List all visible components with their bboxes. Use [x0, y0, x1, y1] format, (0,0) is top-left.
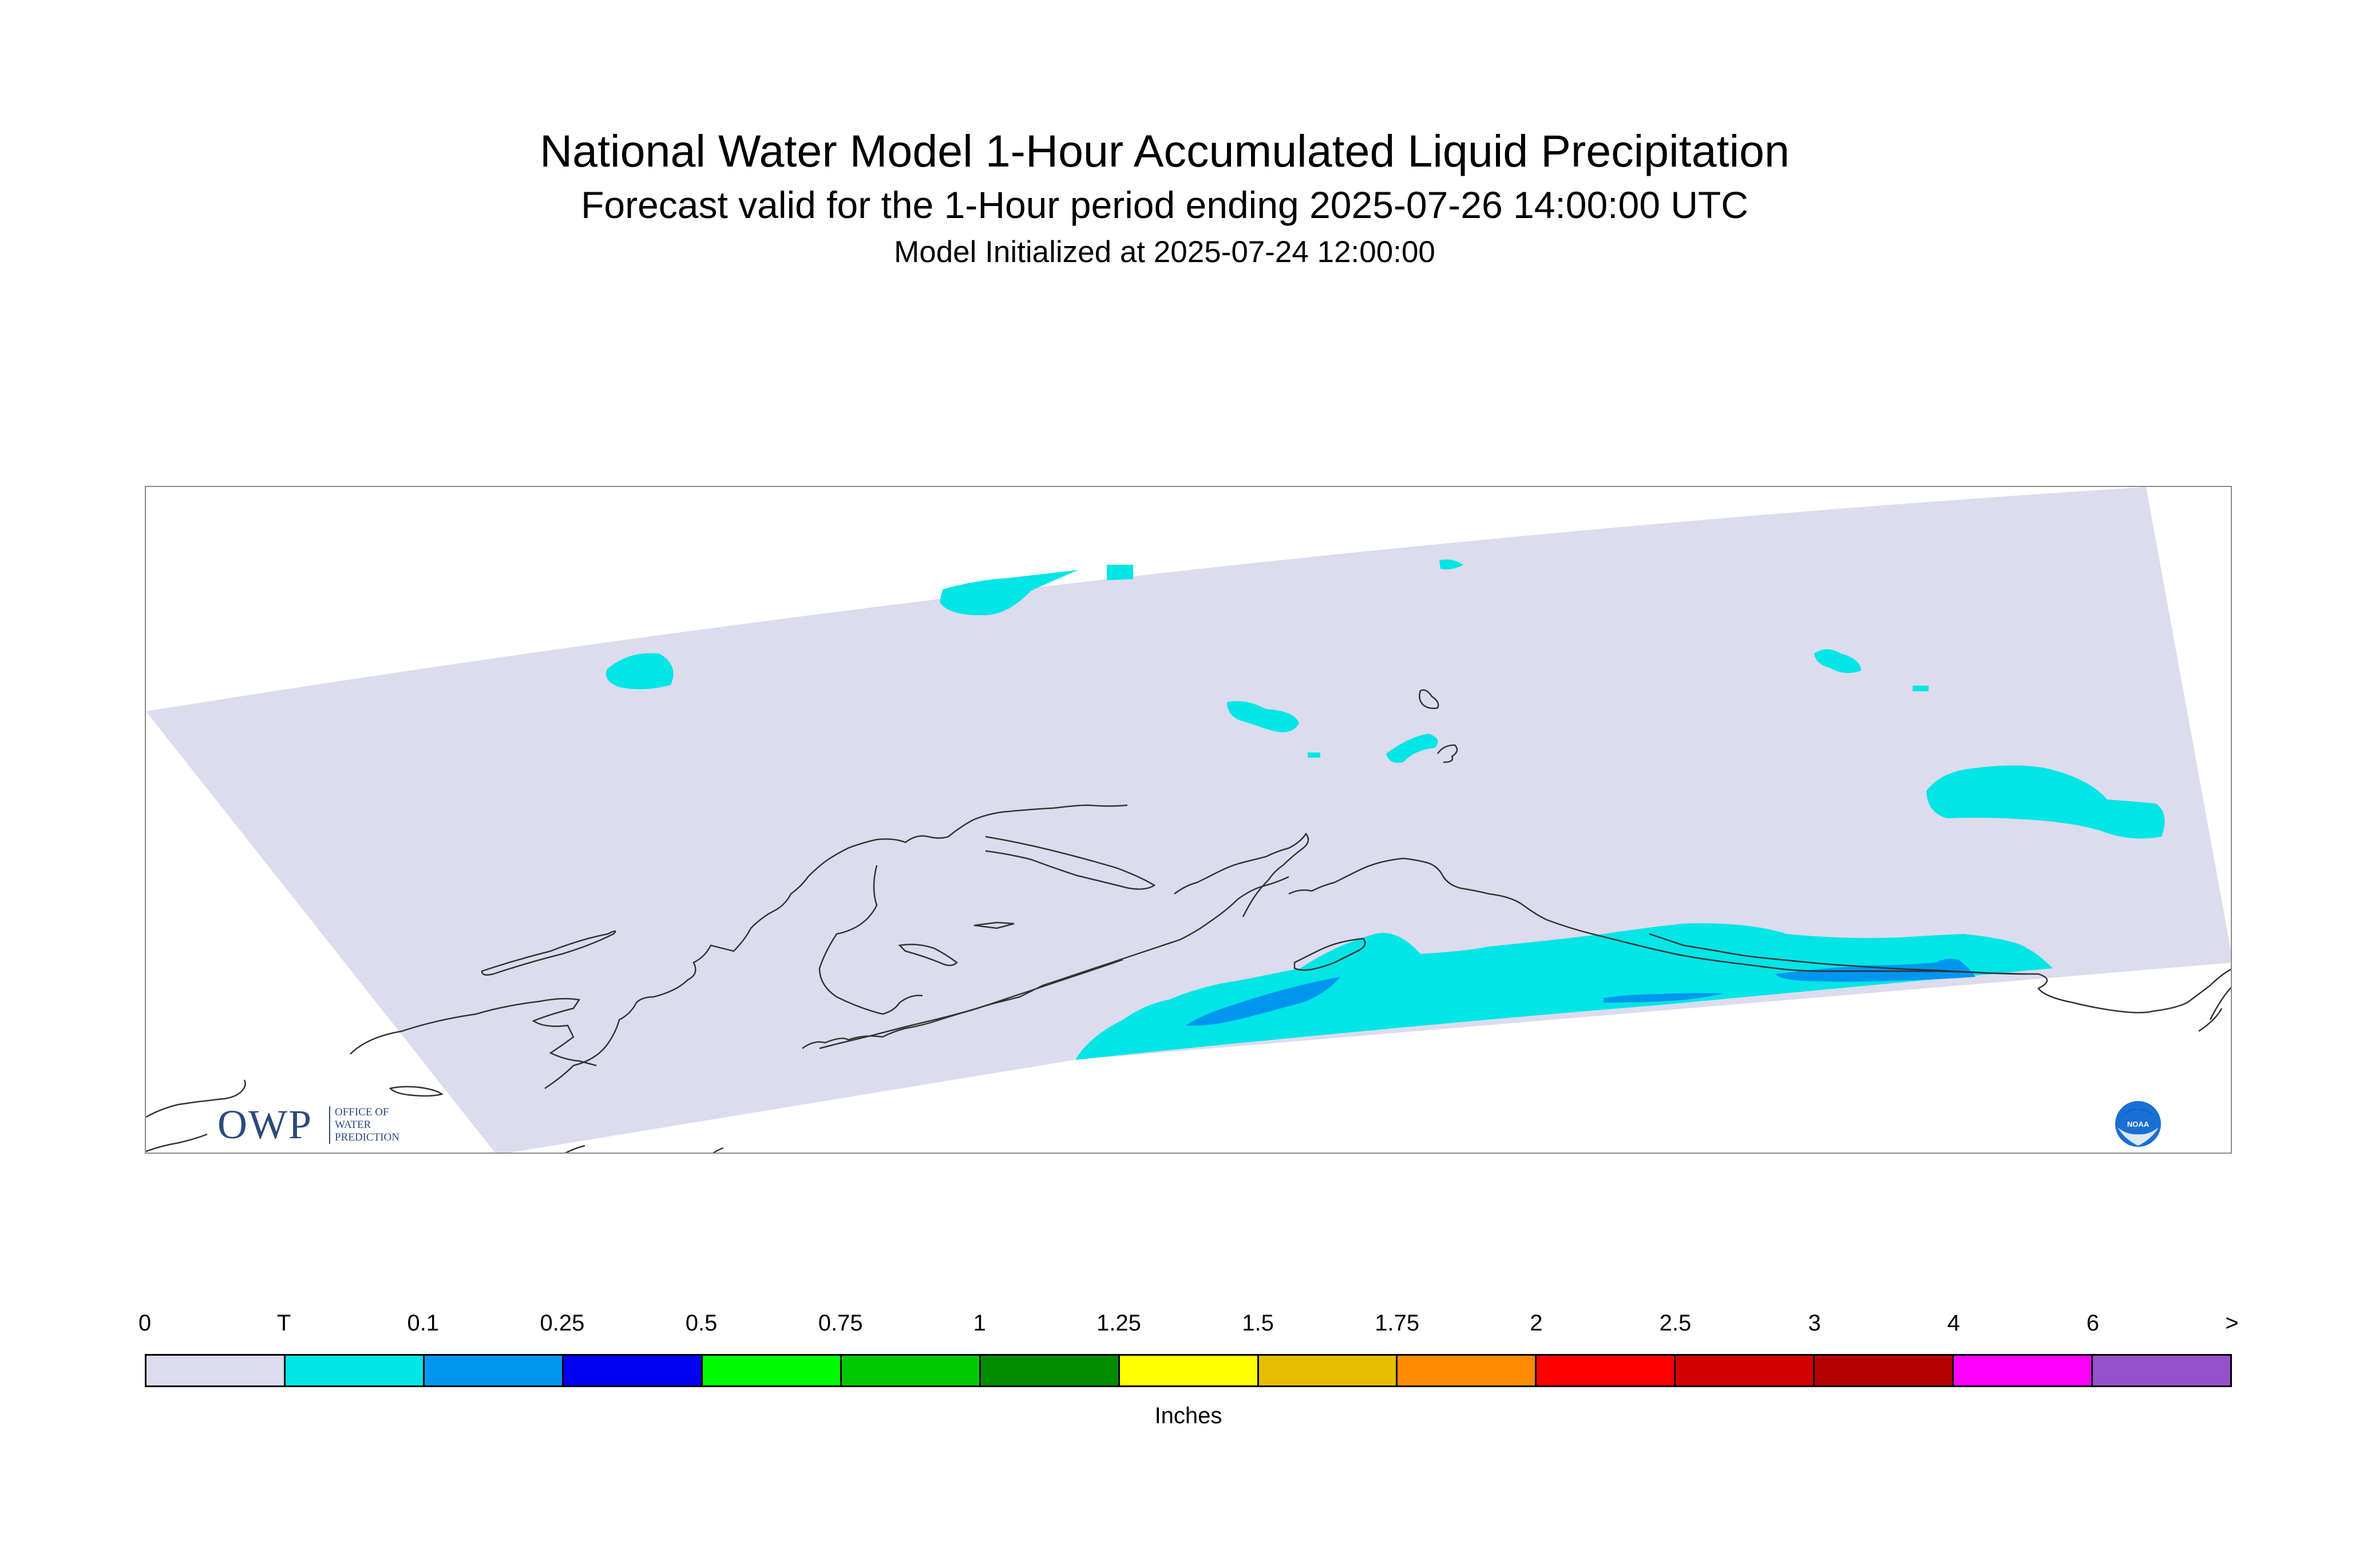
precip-core-2: [1604, 993, 1724, 1003]
precip-area-north-3: [1439, 559, 1463, 570]
precipitation-map: [146, 487, 2231, 1153]
precip-area-northeast-2: [1913, 686, 1929, 691]
model-init-time: Model Initialized at 2025-07-24 12:00:00: [894, 235, 1435, 269]
legend-swatch-10: [1537, 1356, 1676, 1385]
coastline-gulf: [1649, 933, 2231, 1013]
legend-swatch-6: [980, 1356, 1120, 1385]
legend-swatch-13: [1954, 1356, 2093, 1385]
legend-tick-label: 1.25: [1096, 1310, 1141, 1336]
coastline-island-4: [1419, 689, 1439, 710]
model-domain: [146, 487, 2231, 1153]
legend-tick-label: 0: [138, 1310, 152, 1336]
legend-tick-label: 1: [973, 1310, 986, 1336]
legend-swatch-0: [147, 1356, 286, 1385]
legend-tick-label: 3: [1808, 1310, 1821, 1336]
legend-tick-label: 2.5: [1659, 1310, 1692, 1336]
legend-swatch-7: [1119, 1356, 1259, 1385]
coastline-western-shore: [544, 804, 1128, 1090]
legend-tick-label: 0.5: [685, 1310, 718, 1336]
coastline-island-5: [1436, 744, 1458, 763]
legend-tick-label: 0.25: [540, 1310, 585, 1336]
precip-area-northeast: [1814, 649, 1861, 673]
legend-tick-label: 0.75: [818, 1310, 863, 1336]
legend: 0 T 0.1 0.25 0.5 0.75 1 1.25 1.5 1.75 2 2.5 3 4 6 > Inc…: [138, 1310, 2239, 1454]
noaa-logo-text: NOAA: [2127, 1120, 2150, 1129]
precip-area-east: [1926, 765, 2165, 839]
owp-logo-line-1: OFFICE OF: [335, 1106, 389, 1118]
coastline-lower-left-2: [146, 1133, 208, 1153]
coastline-yukon-delta: [1174, 832, 1309, 917]
legend-swatch-14: [2093, 1356, 2231, 1385]
precip-core-1: [1186, 977, 1340, 1026]
legend-swatch-11: [1676, 1356, 1815, 1385]
legend-color-bar: [145, 1354, 2232, 1387]
coastline-alaska-peninsula: [819, 959, 1123, 1050]
noaa-logo: NOAA: [2115, 1101, 2161, 1147]
legend-swatch-12: [1815, 1356, 1954, 1385]
coastline-bristol-bay: [1288, 857, 2028, 975]
owp-logo-wordmark: OWP: [217, 1102, 312, 1147]
legend-swatch-3: [563, 1356, 703, 1385]
legend-tick-label: T: [276, 1310, 291, 1336]
legend-tick-label: 0.1: [407, 1310, 440, 1336]
precip-core-3: [1775, 959, 1976, 982]
legend-tick-label: 2: [1530, 1310, 1543, 1336]
coastline-bottom-2: [712, 1147, 724, 1153]
legend-tick-label: 1.75: [1375, 1310, 1420, 1336]
coastline-southeast: [2209, 987, 2231, 1020]
legend-swatch-5: [841, 1356, 981, 1385]
coastline-kodiak: [1293, 937, 1366, 971]
legend-swatch-9: [1398, 1356, 1537, 1385]
coastline-panhandle: [2198, 1008, 2223, 1032]
legend-swatch-1: [285, 1356, 425, 1385]
map-title: National Water Model 1-Hour Accumulated …: [540, 125, 1790, 176]
owp-logo: OWP OFFICE OF WATER PREDICTION: [217, 1102, 423, 1147]
legend-swatch-4: [702, 1356, 842, 1385]
coastline-kotzebue: [985, 836, 1156, 890]
coastline-bottom-1: [564, 1145, 585, 1153]
coastline-lower-left-3: [389, 1086, 444, 1097]
coastline-lower-left: [146, 1079, 246, 1118]
precip-area-west: [605, 653, 674, 690]
legend-tick-label: 6: [2086, 1310, 2099, 1336]
precip-area-central-2: [1386, 734, 1438, 763]
coastline-island-1: [481, 930, 616, 976]
owp-logo-line-2: WATER: [335, 1119, 371, 1131]
precip-area-south-band: [1075, 923, 2053, 1060]
map-frame: [145, 486, 2232, 1154]
owp-logo-subtitle: OFFICE OF WATER PREDICTION: [329, 1106, 399, 1144]
precip-area-central-3: [1308, 753, 1320, 758]
legend-tick-label: >: [2225, 1310, 2239, 1336]
legend-units: Inches: [1154, 1403, 1222, 1428]
coastline-island-2: [898, 944, 958, 967]
legend-swatch-2: [424, 1356, 564, 1385]
coastline-interior-loop: [818, 865, 923, 1015]
precip-area-north-1: [940, 570, 1078, 616]
coastline-island-3: [973, 921, 1015, 929]
precip-area-north-2: [1107, 565, 1133, 580]
owp-logo-line-3: PREDICTION: [335, 1131, 399, 1143]
coastlines: [146, 689, 2231, 1153]
map-subtitle: Forecast valid for the 1-Hour period end…: [581, 184, 1748, 226]
precip-area-central-1: [1227, 701, 1299, 732]
coastline-mainland-west: [350, 997, 597, 1067]
legend-tick-label: 4: [1947, 1310, 1960, 1336]
legend-tick-label: 1.5: [1242, 1310, 1274, 1336]
legend-swatch-8: [1258, 1356, 1398, 1385]
